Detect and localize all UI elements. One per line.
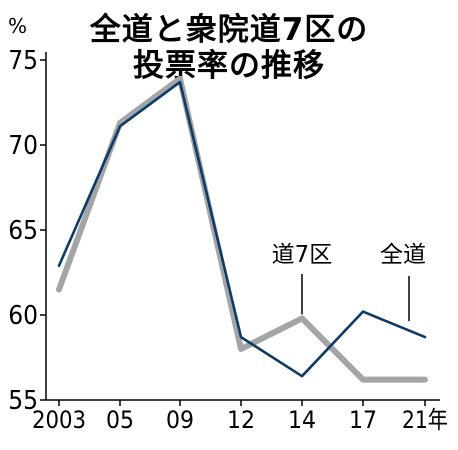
x-tick-label: 12 (227, 406, 255, 434)
y-tick-label: 65 (8, 216, 38, 246)
y-tick-label: 70 (8, 131, 38, 161)
series-line-0 (56, 75, 428, 383)
y-unit-label: % (8, 14, 28, 38)
series-label-district7: 道7区 (272, 242, 333, 268)
chart-title-line-1: 全道と衆院道7区の (89, 12, 369, 48)
y-tick-label: 60 (8, 301, 38, 331)
y-tick-label: 75 (8, 46, 38, 76)
series-label-all: 全道 (380, 242, 426, 268)
x-tick-label: 21年 (402, 406, 448, 434)
series-line-1 (57, 80, 427, 378)
x-tick-label: 2003 (32, 406, 86, 434)
x-tick-label: 09 (166, 406, 194, 434)
x-tick-label: 05 (106, 406, 134, 434)
x-tick-label: 17 (349, 406, 377, 434)
y-tick-label: 55 (8, 386, 38, 416)
chart-title-line-2: 投票率の推移 (133, 48, 325, 84)
x-tick-label: 14 (288, 406, 316, 434)
